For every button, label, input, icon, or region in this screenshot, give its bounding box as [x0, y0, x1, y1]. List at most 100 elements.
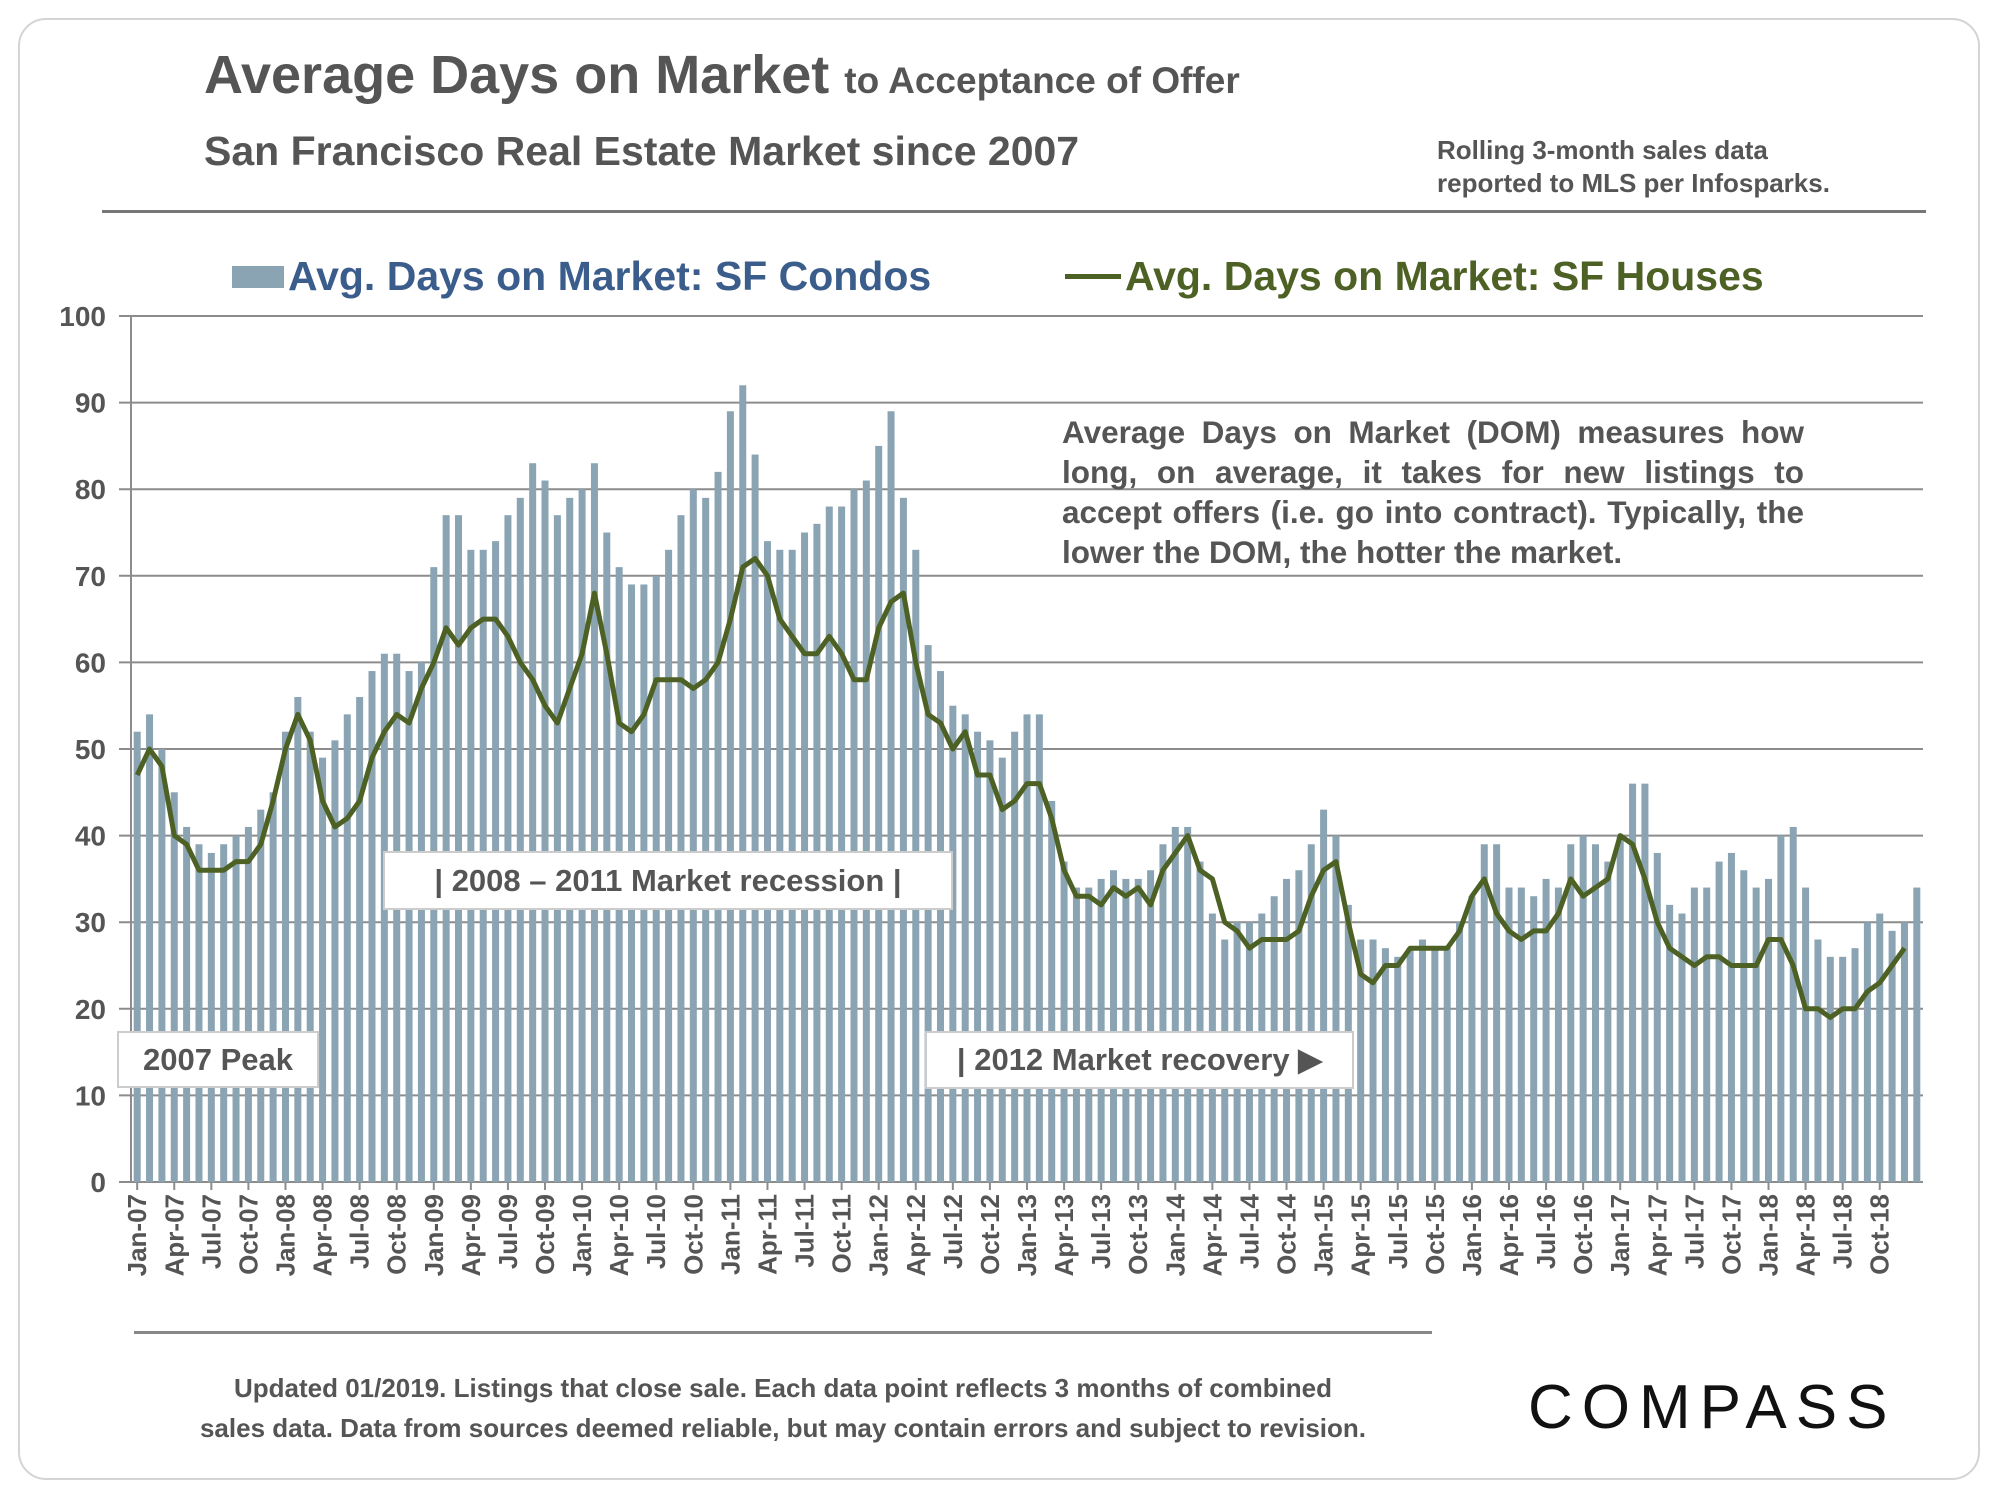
condo-bar — [899, 497, 907, 1182]
condo-bar — [1097, 878, 1105, 1182]
x-tick-label: Oct-10 — [678, 1194, 708, 1275]
y-tick-label: 90 — [75, 388, 106, 419]
legend-condos: Avg. Days on Market: SF Condos — [232, 253, 931, 300]
condo-bar — [455, 515, 463, 1182]
condo-bar — [1110, 870, 1118, 1182]
condo-bar — [158, 749, 166, 1182]
condo-bar — [405, 671, 413, 1182]
condo-bar — [702, 497, 710, 1182]
header-divider — [102, 210, 1926, 213]
condo-bar — [1307, 844, 1315, 1182]
condo-bar — [1863, 922, 1871, 1182]
y-tick-label: 70 — [75, 561, 106, 592]
x-tick-label: Apr-18 — [1791, 1194, 1821, 1276]
condo-bar — [1913, 887, 1921, 1182]
x-tick-label: Apr-13 — [1049, 1194, 1079, 1276]
x-tick-label: Jul-07 — [196, 1194, 226, 1269]
x-tick-label: Oct-13 — [1123, 1194, 1153, 1275]
x-tick-label: Oct-16 — [1568, 1194, 1598, 1275]
x-tick-label: Apr-15 — [1346, 1194, 1376, 1276]
condo-bar — [677, 515, 685, 1182]
x-tick-label: Jul-15 — [1383, 1194, 1413, 1269]
x-tick-label: Jul-09 — [493, 1194, 523, 1269]
x-tick-label: Oct-15 — [1420, 1194, 1450, 1275]
condo-bar — [1184, 826, 1192, 1182]
y-tick-label: 50 — [75, 734, 106, 765]
condo-bar — [751, 454, 759, 1182]
x-tick-label: Apr-08 — [308, 1194, 338, 1276]
condo-bar — [1431, 948, 1439, 1182]
footer-line-1: Updated 01/2019. Listings that close sal… — [233, 1373, 1333, 1403]
x-tick-label: Jan-15 — [1309, 1194, 1339, 1276]
note-line-2: reported to MLS per Infosparks. — [1437, 168, 1830, 198]
chart-subtitle: San Francisco Real Estate Market since 2… — [204, 128, 1080, 174]
condo-bar — [689, 489, 697, 1182]
x-tick-label: Apr-14 — [1197, 1193, 1227, 1276]
condo-bar — [356, 697, 364, 1182]
x-tick-label: Jan-13 — [1012, 1194, 1042, 1276]
condo-bar — [232, 835, 240, 1182]
condo-bar — [1579, 835, 1587, 1182]
condo-bar — [1666, 904, 1674, 1182]
condo-bar — [1468, 896, 1476, 1182]
condo-bar — [1678, 913, 1686, 1182]
condo-bar — [1134, 878, 1142, 1182]
annotation-recovery: | 2012 Market recovery ▶ — [925, 1031, 1354, 1089]
x-tick-label: Jan-12 — [864, 1194, 894, 1276]
x-tick-label: Apr-11 — [752, 1194, 782, 1275]
x-tick-label: Jan-08 — [270, 1194, 300, 1276]
condo-bar — [1320, 809, 1328, 1182]
condo-bar — [294, 697, 302, 1182]
condo-bar — [257, 809, 265, 1182]
condo-bar — [1629, 783, 1637, 1182]
condo-bar — [1171, 826, 1179, 1182]
condo-bar — [195, 844, 203, 1182]
condo-bar — [1740, 870, 1748, 1182]
x-tick-label: Oct-07 — [233, 1194, 263, 1275]
condo-bar — [1406, 948, 1414, 1182]
condo-bar — [319, 757, 327, 1182]
condo-bar — [1839, 956, 1847, 1182]
condo-bar — [850, 489, 858, 1182]
condo-bar — [1789, 826, 1797, 1182]
note-line-1: Rolling 3-month sales data — [1437, 135, 1768, 165]
legend-condos-label: Avg. Days on Market: SF Condos — [288, 253, 932, 299]
condo-bar — [553, 515, 561, 1182]
condo-bar — [1394, 956, 1402, 1182]
condo-bar — [1493, 844, 1501, 1182]
condo-bar — [417, 662, 425, 1182]
x-tick-label: Apr-17 — [1642, 1194, 1672, 1276]
legend-houses-label: Avg. Days on Market: SF Houses — [1125, 253, 1764, 299]
condo-bar — [269, 792, 277, 1182]
x-tick-label: Apr-09 — [456, 1194, 486, 1276]
condo-bar — [974, 731, 982, 1182]
x-tick-label: Jan-10 — [567, 1194, 597, 1276]
footer-note: Updated 01/2019. Listings that close sal… — [134, 1368, 1432, 1448]
condo-bar — [578, 489, 586, 1182]
condo-bar — [1357, 939, 1365, 1182]
condo-bar — [1888, 930, 1896, 1182]
condo-bar — [207, 852, 215, 1182]
condo-bar — [146, 714, 154, 1182]
chart-card — [18, 18, 1980, 1480]
condo-bar — [1802, 887, 1810, 1182]
condo-bar — [1122, 878, 1130, 1182]
compass-logo: COMPASS — [1528, 1373, 1897, 1442]
condo-bar — [380, 653, 388, 1182]
y-tick-label: 20 — [75, 994, 106, 1025]
chart-title: Average Days on Market to Acceptance of … — [204, 44, 1240, 106]
condo-bar — [961, 714, 969, 1182]
condo-bar — [183, 826, 191, 1182]
condo-bar — [739, 385, 747, 1182]
x-tick-label: Apr-16 — [1494, 1194, 1524, 1276]
condo-bar — [714, 471, 722, 1182]
condo-bar — [986, 740, 994, 1182]
condo-bar — [1332, 835, 1340, 1182]
condo-bar — [1542, 878, 1550, 1182]
condo-bar — [1690, 887, 1698, 1182]
condo-bar — [220, 844, 228, 1182]
annotation-recession: | 2008 – 2011 Market recession | — [383, 851, 953, 910]
x-tick-label: Jan-18 — [1754, 1194, 1784, 1276]
condo-bar — [516, 497, 524, 1182]
